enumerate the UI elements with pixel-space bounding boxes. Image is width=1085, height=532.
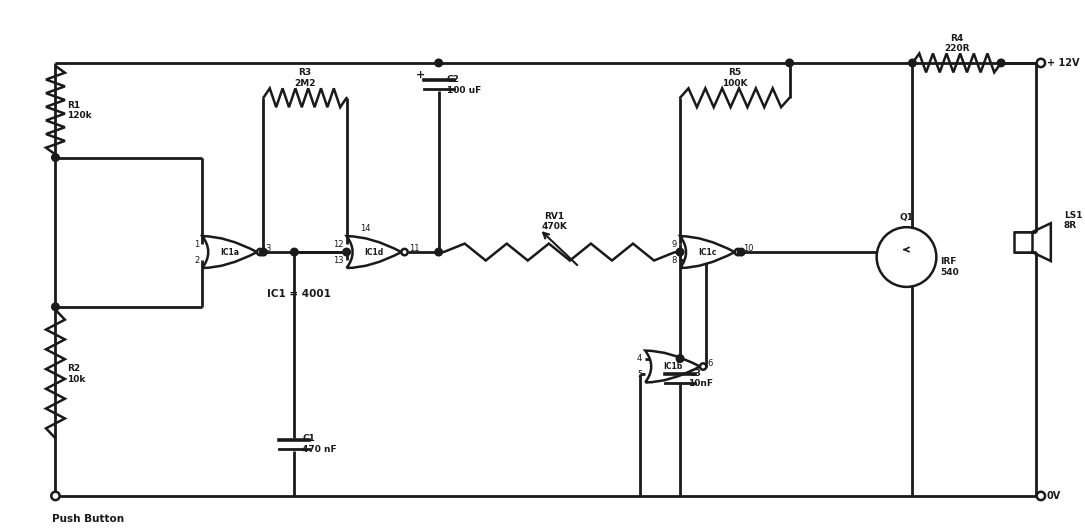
PathPatch shape	[646, 351, 700, 383]
Text: LS1
8R: LS1 8R	[1063, 211, 1082, 230]
Text: C3
10nF: C3 10nF	[688, 369, 713, 388]
Text: 11: 11	[409, 244, 420, 253]
Text: IC1b: IC1b	[663, 362, 682, 371]
Text: IC1c: IC1c	[699, 247, 716, 256]
Circle shape	[909, 59, 916, 66]
PathPatch shape	[680, 236, 735, 268]
Text: IC1a: IC1a	[220, 247, 239, 256]
Text: IRF
540: IRF 540	[941, 257, 959, 277]
Text: 14: 14	[360, 224, 371, 233]
Text: IC1d: IC1d	[365, 247, 384, 256]
Text: 5: 5	[637, 370, 642, 379]
Circle shape	[52, 303, 60, 311]
Circle shape	[259, 248, 267, 256]
Circle shape	[877, 227, 936, 287]
Circle shape	[257, 249, 264, 255]
Circle shape	[676, 355, 684, 362]
Text: R5
100K: R5 100K	[722, 69, 748, 88]
Circle shape	[738, 248, 745, 256]
Circle shape	[291, 248, 298, 256]
Text: 4: 4	[637, 354, 642, 363]
Circle shape	[735, 249, 741, 255]
Circle shape	[51, 492, 60, 500]
Circle shape	[52, 154, 60, 161]
Bar	[1014, 232, 1032, 252]
Text: 6: 6	[707, 359, 713, 368]
Circle shape	[343, 248, 350, 256]
Text: 10: 10	[742, 244, 753, 253]
Text: Push Button: Push Button	[52, 514, 125, 524]
Text: R3
2M2: R3 2M2	[294, 69, 316, 88]
Text: R4
220R: R4 220R	[944, 34, 970, 53]
Text: R1
120k: R1 120k	[67, 101, 92, 120]
Text: 0V: 0V	[1047, 491, 1061, 501]
Circle shape	[435, 59, 443, 66]
Circle shape	[786, 59, 793, 66]
Circle shape	[676, 248, 684, 256]
Text: C1
470 nF: C1 470 nF	[303, 435, 337, 454]
Circle shape	[997, 59, 1005, 66]
Text: 1: 1	[194, 239, 200, 248]
Circle shape	[1036, 492, 1045, 500]
Circle shape	[700, 363, 706, 370]
Text: 3: 3	[265, 244, 270, 253]
Text: 13: 13	[333, 255, 344, 264]
Circle shape	[435, 248, 443, 256]
Text: Q1: Q1	[899, 213, 914, 222]
Text: 12: 12	[333, 239, 344, 248]
Text: RV1
470K: RV1 470K	[541, 212, 567, 231]
Circle shape	[401, 249, 408, 255]
Text: 9: 9	[672, 239, 677, 248]
Text: + 12V: + 12V	[1047, 58, 1080, 68]
PathPatch shape	[346, 236, 401, 268]
Text: 8: 8	[672, 255, 677, 264]
Text: IC1 = 4001: IC1 = 4001	[267, 289, 331, 299]
PathPatch shape	[202, 236, 257, 268]
Text: 2: 2	[194, 255, 200, 264]
Text: +: +	[417, 70, 425, 80]
Circle shape	[1036, 59, 1045, 67]
Text: R2
10k: R2 10k	[67, 364, 86, 384]
Text: C2
100 uF: C2 100 uF	[447, 75, 481, 95]
